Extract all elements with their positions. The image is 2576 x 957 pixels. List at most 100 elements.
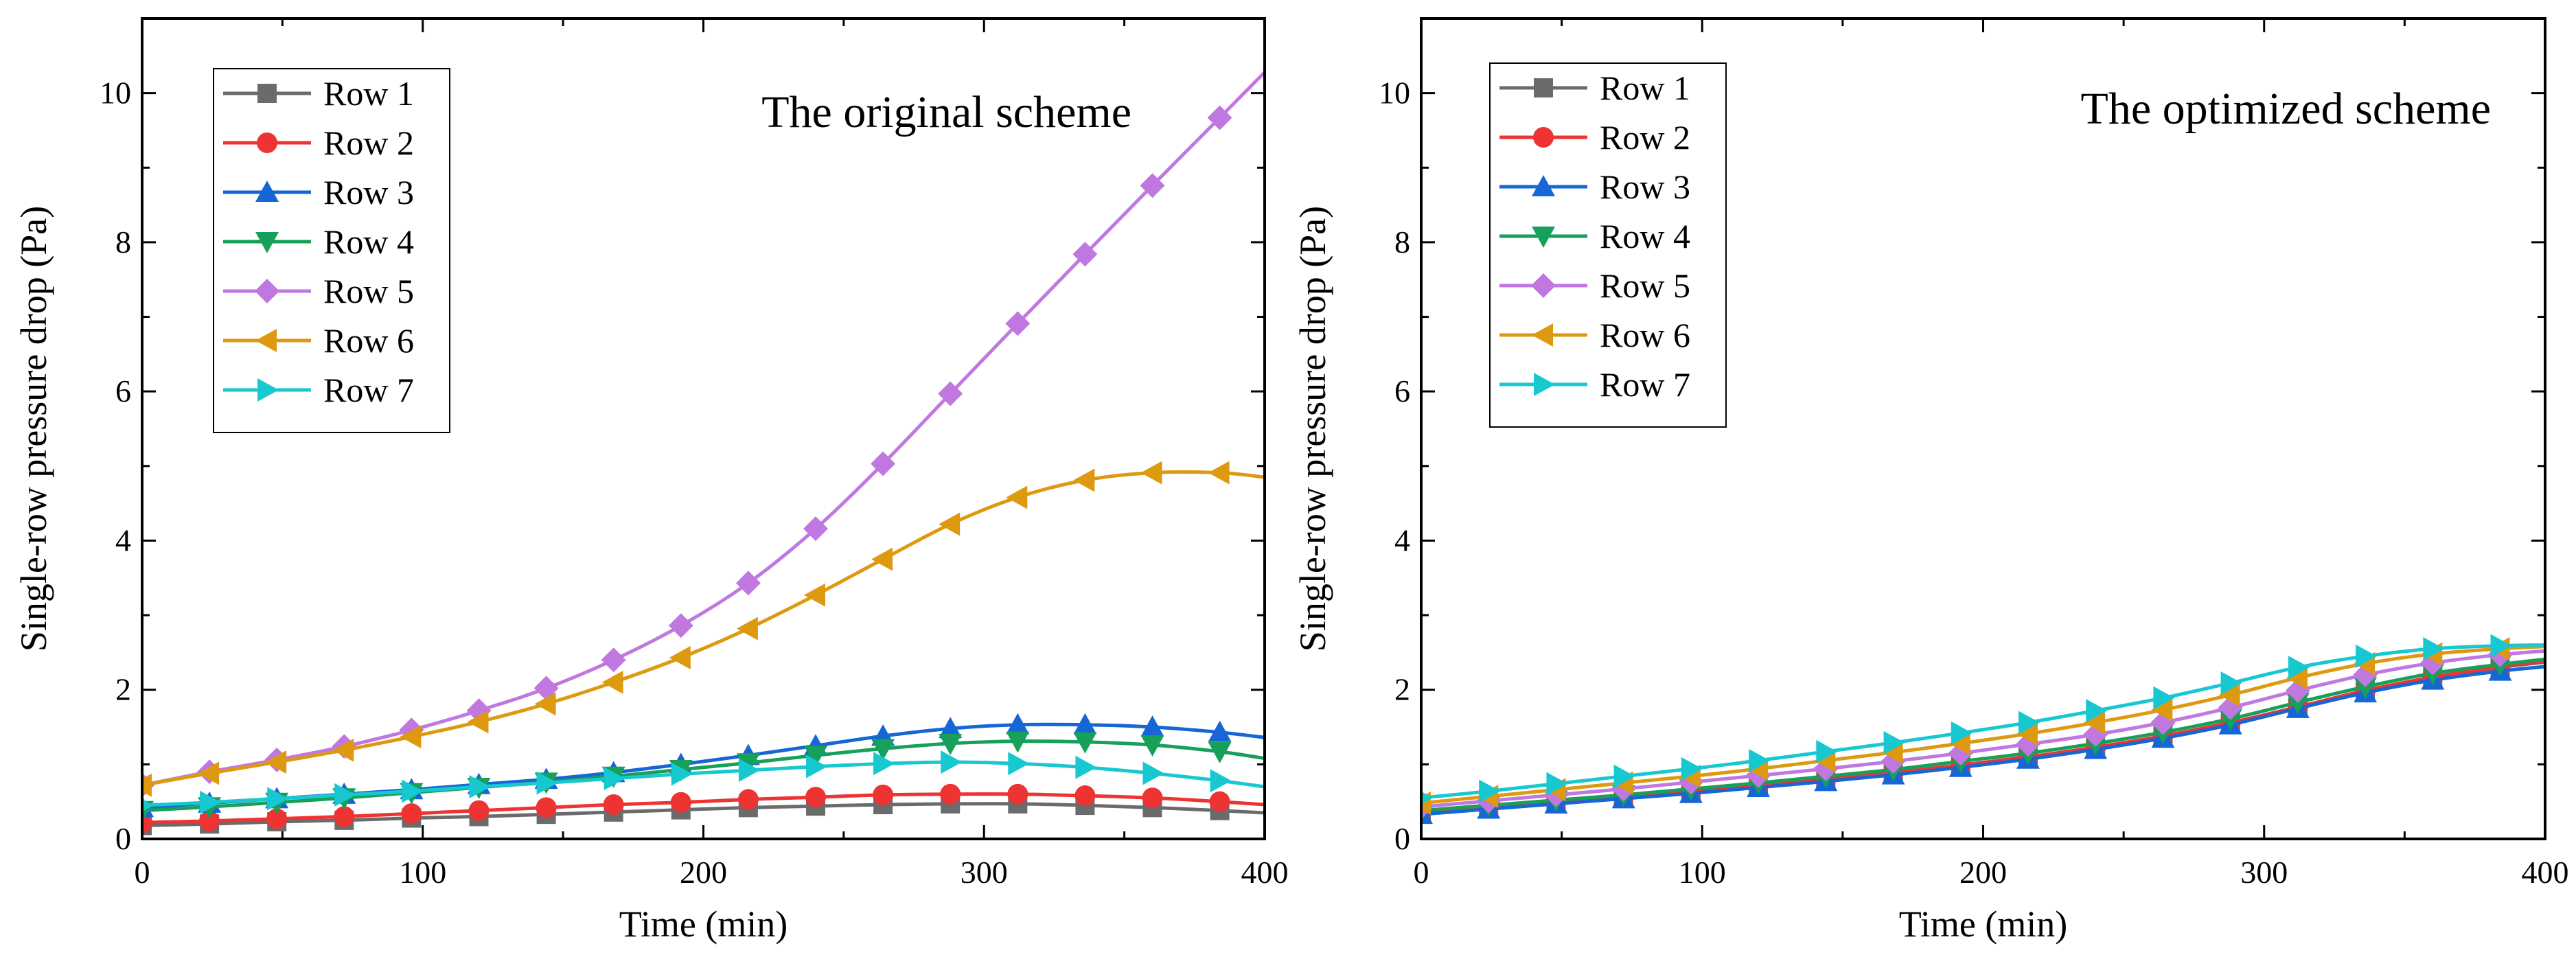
data-point-row-6	[871, 547, 893, 571]
y-tick-label: 0	[1394, 821, 1410, 856]
legend-label-row-3: Row 3	[1600, 168, 1690, 206]
data-point-row-5	[871, 451, 896, 476]
data-point-row-6	[1140, 461, 1162, 485]
x-axis-label: Time (min)	[619, 903, 788, 945]
x-tick-label: 0	[135, 855, 150, 890]
data-point-row-7	[1951, 721, 1973, 745]
data-point-row-5	[1005, 311, 1031, 336]
data-point-row-7	[2288, 656, 2310, 680]
series-group	[142, 71, 1265, 835]
legend: Row 1 Row 2 Row 3 Row 4 Row 5 Row 6 Row 7	[1489, 62, 1727, 428]
data-point-row-6	[265, 750, 287, 774]
data-point-row-7	[469, 774, 491, 798]
x-tick-label: 400	[1241, 855, 1289, 890]
data-point-row-5	[803, 516, 828, 542]
data-point-row-7	[738, 759, 760, 783]
y-axis-label: Single-row pressure drop (Pa)	[13, 206, 54, 652]
legend-label-row-1: Row 1	[323, 74, 414, 113]
data-point-row-6	[1948, 731, 1970, 755]
data-point-row-7	[2490, 634, 2512, 658]
legend-marker-row-1	[257, 84, 277, 103]
data-point-row-6	[198, 761, 220, 785]
data-point-row-4	[804, 746, 827, 768]
data-point-row-6	[1006, 485, 1028, 509]
data-point-row-7	[1613, 764, 1635, 788]
data-point-row-7	[1210, 769, 1232, 793]
data-point-row-2	[536, 797, 557, 818]
data-point-row-3	[1073, 713, 1097, 735]
legend: Row 1 Row 2 Row 3 Row 4 Row 5 Row 6 Row 7	[213, 68, 450, 433]
legend-label-row-7: Row 7	[1600, 365, 1690, 404]
data-point-row-7	[402, 779, 424, 803]
data-point-row-5	[1140, 173, 1165, 198]
legend-marker-row-2	[1533, 127, 1554, 148]
data-point-row-2	[334, 806, 355, 827]
data-point-row-2	[266, 808, 288, 829]
data-point-row-7	[2153, 686, 2175, 710]
data-point-row-4	[2354, 677, 2378, 699]
data-point-row-7	[603, 767, 625, 791]
y-tick-label: 6	[1394, 373, 1410, 408]
y-tick-label: 8	[1394, 224, 1410, 260]
x-axis-label: Time (min)	[1899, 903, 2068, 945]
chart-panel-2: 0 100 200 300 400 0 2 4 6 8 10 Time (min) Single-row…	[1292, 17, 2569, 945]
chart-annotation: The original scheme	[761, 87, 1131, 137]
data-point-row-2	[805, 787, 826, 808]
x-tick-label: 300	[2240, 855, 2288, 890]
y-tick-label: 0	[115, 821, 131, 856]
x-tick-label: 100	[399, 855, 446, 890]
data-point-row-7	[1075, 755, 1097, 779]
data-point-row-3	[1208, 720, 1232, 742]
data-point-row-6	[2218, 683, 2240, 707]
legend-label-row-1: Row 1	[1600, 69, 1690, 107]
data-point-row-7	[334, 783, 356, 807]
data-point-row-6	[467, 710, 489, 734]
data-point-row-7	[267, 787, 289, 811]
data-point-row-7	[536, 771, 558, 795]
legend-marker-row-5	[1531, 273, 1556, 298]
legend-marker-row-5	[255, 279, 279, 303]
legend-label-row-5: Row 5	[323, 272, 414, 310]
data-point-row-4	[1073, 732, 1097, 754]
data-point-row-2	[199, 810, 220, 831]
data-point-row-4	[1208, 741, 1232, 763]
data-point-row-3	[1140, 715, 1164, 737]
data-point-row-4	[871, 739, 895, 761]
x-tick-label: 0	[1414, 855, 1429, 890]
data-point-row-5	[601, 647, 626, 673]
legend-marker-row-7	[1534, 373, 1555, 396]
y-tick-label: 4	[115, 522, 131, 557]
data-point-row-6	[669, 646, 691, 670]
x-tick-label: 200	[1959, 855, 2007, 890]
data-point-row-2	[1142, 787, 1163, 809]
y-tick-label: 6	[115, 373, 131, 408]
data-point-row-5	[938, 381, 963, 406]
data-point-row-7	[1142, 761, 1164, 785]
data-point-row-2	[940, 783, 961, 805]
data-point-row-2	[401, 803, 422, 825]
data-point-row-5	[735, 570, 761, 596]
x-tick-label: 400	[2522, 855, 2569, 890]
data-point-row-2	[1007, 783, 1028, 805]
data-point-row-2	[670, 792, 691, 813]
y-tick-label: 10	[100, 76, 131, 111]
data-point-row-7	[806, 754, 827, 779]
data-point-row-7	[1546, 772, 1568, 796]
data-point-row-2	[1074, 785, 1096, 806]
data-point-row-5	[668, 613, 693, 638]
y-tick-label: 4	[1394, 522, 1410, 557]
data-point-row-2	[873, 784, 894, 805]
data-point-row-6	[534, 692, 556, 716]
legend-marker-row-3	[255, 181, 279, 202]
series-group	[1421, 634, 2545, 825]
data-point-row-4	[736, 753, 760, 775]
data-point-row-7	[1681, 757, 1703, 781]
data-point-row-7	[2086, 699, 2108, 723]
data-point-row-7	[2220, 671, 2242, 695]
series-line-row-6	[142, 470, 1265, 787]
legend-label-row-2: Row 2	[1600, 118, 1690, 157]
legend-marker-row-6	[1532, 323, 1553, 347]
legend-label-row-4: Row 4	[1600, 217, 1690, 255]
